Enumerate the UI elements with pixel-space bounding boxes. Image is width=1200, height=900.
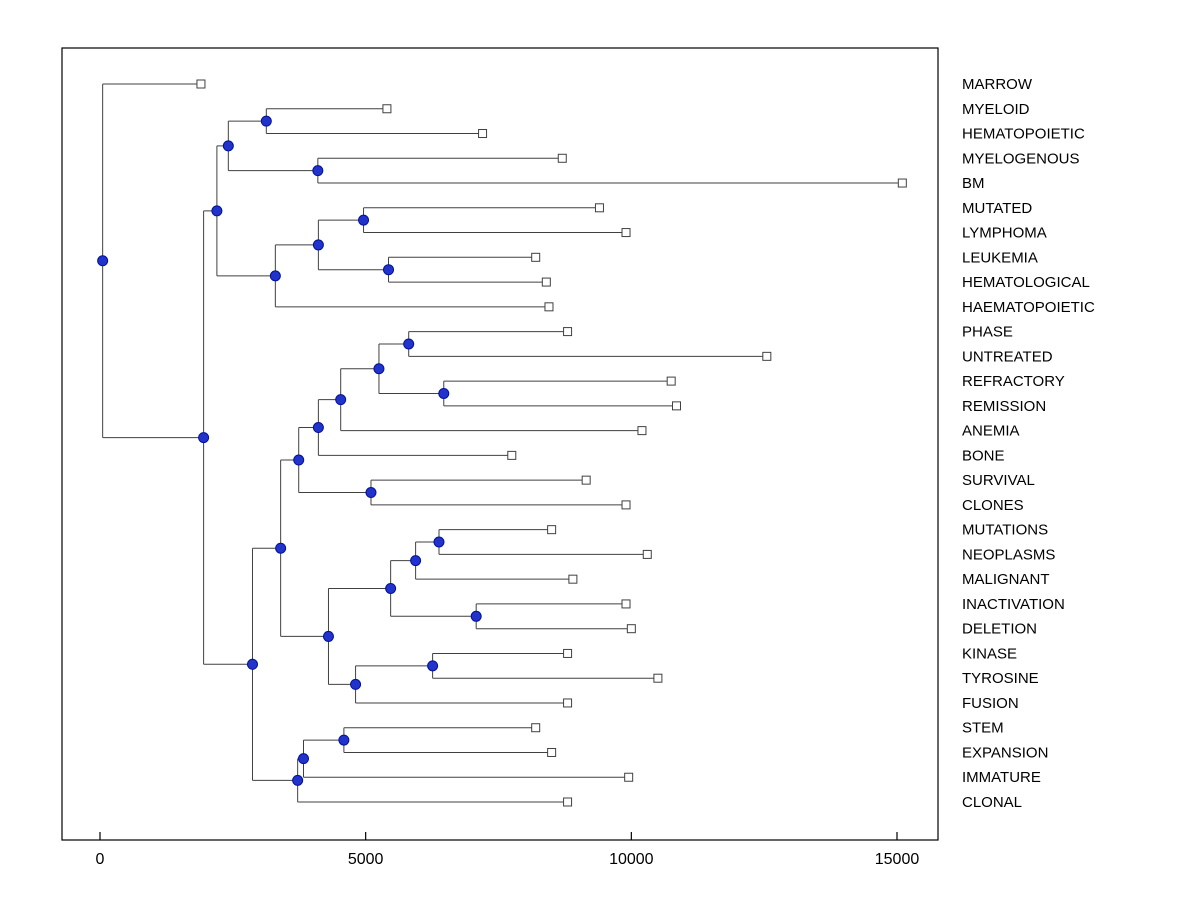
leaf-label: BM [962,175,985,192]
leaf-marker [544,302,554,312]
cluster-node-marker [335,394,347,406]
cluster-node-marker [246,658,258,670]
leaf-marker [563,698,573,708]
cluster-node-marker [293,454,305,466]
leaf-label: CLONES [962,497,1024,514]
cluster-node-marker [322,630,334,642]
plot-border [61,47,939,841]
leaf-label: STEM [962,720,1004,737]
cluster-node-marker [222,140,234,152]
cluster-node-marker [365,487,377,499]
leaf-marker [196,79,206,89]
leaf-marker [507,450,517,460]
cluster-node-marker [383,264,395,276]
cluster-node-marker [312,422,324,434]
leaf-label: HEMATOLOGICAL [962,274,1090,291]
leaf-label: TYROSINE [962,670,1039,687]
leaf-label: BONE [962,447,1005,464]
cluster-node-marker [298,753,310,765]
cluster-node-marker [292,774,304,786]
leaf-label: SURVIVAL [962,472,1035,489]
leaf-marker [531,252,541,262]
leaf-marker [621,599,631,609]
x-axis-tick-label: 0 [96,851,105,868]
leaf-label: IMMATURE [962,769,1041,786]
leaf-label: LEUKEMIA [962,249,1038,266]
leaf-label: REMISSION [962,398,1046,415]
leaf-marker [653,673,663,683]
cluster-node-marker [358,214,370,226]
cluster-node-marker [350,678,362,690]
cluster-node-marker [338,734,350,746]
leaf-marker [563,648,573,658]
leaf-label: MUTATIONS [962,522,1048,539]
cluster-node-marker [211,205,223,217]
leaf-marker [557,153,567,163]
leaf-label: HAEMATOPOIETIC [962,299,1095,316]
leaf-marker [594,203,604,213]
leaf-marker [478,129,488,139]
x-axis-tick-label: 15000 [875,851,920,868]
leaf-marker [762,351,772,361]
cluster-node-marker [410,555,422,567]
x-axis-tick-label: 5000 [348,851,384,868]
leaf-label: MARROW [962,76,1033,93]
leaf-marker [897,178,907,188]
leaf-label: MYELOID [962,101,1030,118]
cluster-node-marker [470,610,482,622]
cluster-node-marker [312,165,324,177]
leaf-marker [626,624,636,634]
cluster-node-marker [438,387,450,399]
leaf-marker [531,723,541,733]
leaf-label: KINASE [962,645,1017,662]
leaf-label: EXPANSION [962,744,1048,761]
leaf-marker [624,772,634,782]
cluster-node-marker [260,115,272,127]
leaf-label: INACTIVATION [962,596,1065,613]
leaf-marker [581,475,591,485]
cluster-node-marker [433,536,445,548]
leaf-marker [621,500,631,510]
cluster-node-marker [275,542,287,554]
leaf-marker [541,277,551,287]
leaf-marker [563,797,573,807]
leaf-marker [563,327,573,337]
leaf-marker [547,747,557,757]
leaf-marker [642,549,652,559]
leaf-marker [382,104,392,114]
cluster-node-marker [385,582,397,594]
cluster-node-marker [97,255,109,267]
leaf-marker [568,574,578,584]
leaf-marker [671,401,681,411]
cluster-node-marker [269,270,281,282]
leaf-marker [637,426,647,436]
cluster-node-marker [373,363,385,375]
x-axis-tick-label: 10000 [609,851,654,868]
leaf-label: PHASE [962,324,1013,341]
cluster-node-marker [198,432,210,444]
leaf-label: MUTATED [962,200,1032,217]
leaf-label: UNTREATED [962,348,1053,365]
leaf-label: REFRACTORY [962,373,1065,390]
leaf-marker [547,525,557,535]
leaf-label: CLONAL [962,794,1022,811]
leaf-label: MALIGNANT [962,571,1050,588]
leaf-label: FUSION [962,695,1019,712]
leaf-label: ANEMIA [962,423,1020,440]
cluster-node-marker [427,660,439,672]
leaf-label: DELETION [962,621,1037,638]
leaf-label: LYMPHOMA [962,225,1047,242]
leaf-label: HEMATOPOIETIC [962,126,1085,143]
leaf-marker [666,376,676,386]
leaf-marker [621,228,631,238]
cluster-node-marker [312,239,324,251]
leaf-label: NEOPLASMS [962,546,1055,563]
cluster-node-marker [403,338,415,350]
leaf-label: MYELOGENOUS [962,150,1080,167]
